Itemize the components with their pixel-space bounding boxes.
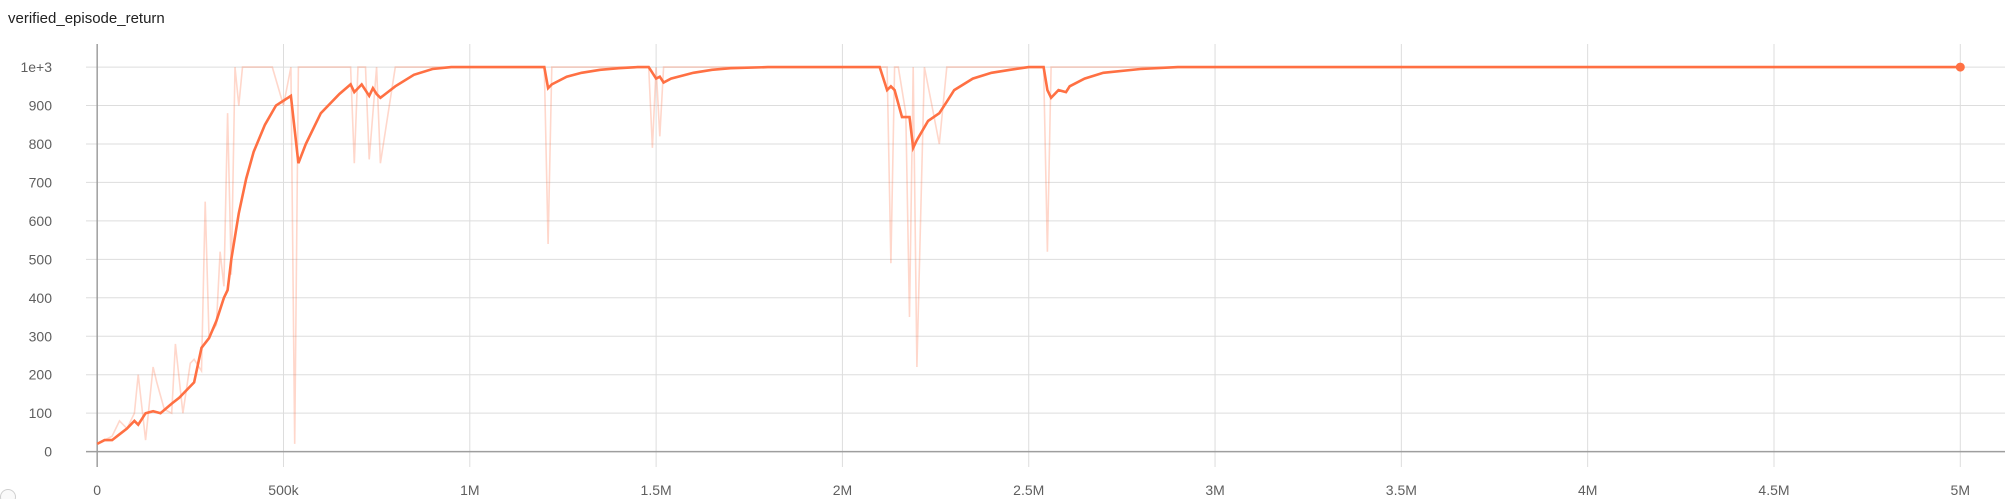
y-tick-label: 0	[44, 444, 52, 460]
x-tick-label: 2M	[833, 482, 852, 498]
last-value-marker[interactable]	[1955, 62, 1965, 72]
x-tick-label: 0	[93, 482, 101, 498]
x-tick-label: 4.5M	[1758, 482, 1789, 498]
y-tick-label: 500	[29, 251, 53, 267]
smoothed-series-line[interactable]	[96, 65, 1961, 446]
y-tick-label: 700	[29, 174, 53, 190]
x-tick-label: 1.5M	[641, 482, 672, 498]
axis-layer	[86, 44, 2005, 467]
y-tick-label: 800	[29, 136, 53, 152]
y-tick-label: 900	[29, 98, 53, 114]
x-tick-label: 500k	[268, 482, 299, 498]
y-tick-label: 200	[29, 367, 53, 383]
x-tick-label: 3.5M	[1386, 482, 1417, 498]
y-tick-label: 100	[29, 405, 53, 421]
y-tick-label: 300	[29, 328, 53, 344]
tick-labels: 0 100 200 300 400 500 600 700 800 900 1e+3 0 500k 1M 1…	[20, 59, 1970, 498]
x-tick-label: 2.5M	[1013, 482, 1044, 498]
y-tick-label: 600	[29, 213, 53, 229]
x-tick-label: 3M	[1205, 482, 1224, 498]
grid-layer	[86, 44, 2005, 467]
x-tick-label: 1M	[460, 482, 479, 498]
y-tick-label: 400	[29, 290, 53, 306]
chart-title: verified_episode_return	[8, 10, 165, 27]
expand-toggle-icon[interactable]	[0, 489, 16, 499]
y-tick-label: 1e+3	[20, 59, 52, 75]
x-tick-label: 5M	[1951, 482, 1970, 498]
series-layer	[96, 62, 1965, 446]
x-tick-label: 4M	[1578, 482, 1597, 498]
